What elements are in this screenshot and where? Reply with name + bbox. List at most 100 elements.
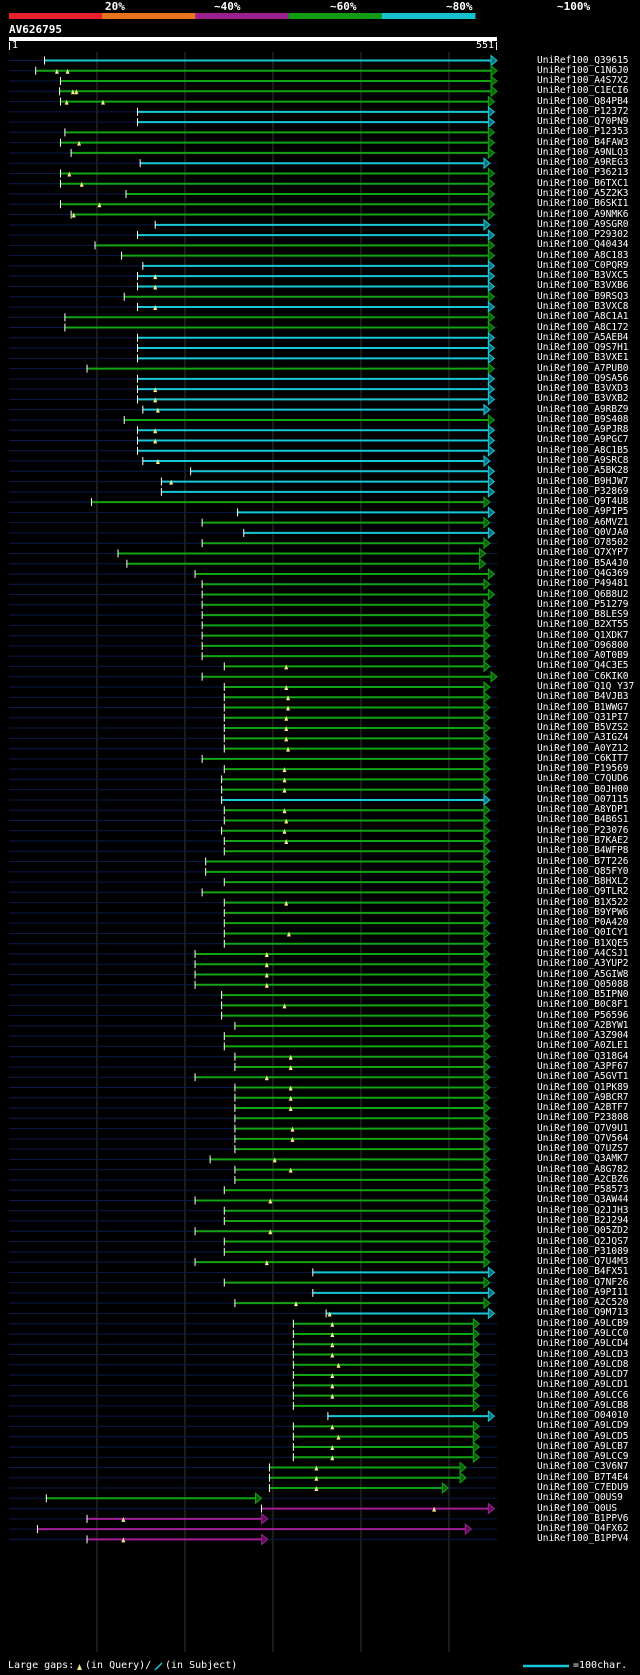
- subject-id-label[interactable]: UniRef100_A5GIW8: [537, 968, 629, 980]
- subject-id-label[interactable]: UniRef100_P19569: [537, 763, 629, 775]
- subject-id-label[interactable]: UniRef100_A8YDP1: [537, 804, 629, 816]
- subject-id-label[interactable]: UniRef100_Q6B8U2: [537, 588, 629, 600]
- subject-id-label[interactable]: UniRef100_B4WFP8: [537, 845, 629, 857]
- subject-id-label[interactable]: UniRef100_C1N6J0: [537, 64, 629, 76]
- subject-id-label[interactable]: UniRef100_A4S7X2: [537, 75, 629, 87]
- subject-id-label[interactable]: UniRef100_B6SKI1: [537, 198, 629, 210]
- subject-id-label[interactable]: UniRef100_Q39615: [537, 54, 629, 66]
- subject-id-label[interactable]: UniRef100_A9LCD9: [537, 1420, 629, 1432]
- subject-id-label[interactable]: UniRef100_P23808: [537, 1112, 629, 1124]
- subject-id-label[interactable]: UniRef100_B9YPW6: [537, 906, 629, 918]
- subject-id-label[interactable]: UniRef100_B1XQE5: [537, 937, 629, 949]
- subject-id-label[interactable]: UniRef100_Q9S7H1: [537, 342, 629, 354]
- subject-id-label[interactable]: UniRef100_Q4G369: [537, 568, 629, 579]
- subject-id-label[interactable]: UniRef100_A2CBZ6: [537, 1173, 629, 1185]
- subject-id-label[interactable]: UniRef100_A6MVZ1: [537, 516, 629, 528]
- subject-id-label[interactable]: UniRef100_B4FAW3: [537, 136, 629, 148]
- subject-id-label[interactable]: UniRef100_Q0VJA0: [537, 526, 629, 538]
- subject-id-label[interactable]: UniRef100_A9LCC0: [537, 1327, 629, 1339]
- subject-id-label[interactable]: UniRef100_B7T4E4: [537, 1471, 629, 1483]
- subject-id-label[interactable]: UniRef100_Q7V9U1: [537, 1122, 629, 1134]
- subject-id-label[interactable]: UniRef100_A0T0B9: [537, 650, 629, 662]
- subject-id-label[interactable]: UniRef100_C7EDU9: [537, 1482, 629, 1494]
- subject-id-label[interactable]: UniRef100_B4VJB3: [537, 691, 629, 703]
- subject-id-label[interactable]: UniRef100_A0ZLE1: [537, 1040, 629, 1052]
- subject-id-label[interactable]: UniRef100_A3Z904: [537, 1030, 629, 1042]
- subject-id-label[interactable]: UniRef100_P51279: [537, 598, 629, 610]
- subject-id-label[interactable]: UniRef100_B3VXC8: [537, 300, 629, 312]
- subject-id-label[interactable]: UniRef100_Q1XDK7: [537, 629, 629, 641]
- subject-id-label[interactable]: UniRef100_B4B6S1: [537, 814, 629, 826]
- subject-id-label[interactable]: UniRef100_B3VXD3: [537, 383, 629, 395]
- subject-id-label[interactable]: UniRef100_B3VXE1: [537, 352, 629, 364]
- subject-id-label[interactable]: UniRef100_B8HXL2: [537, 876, 629, 888]
- subject-id-label[interactable]: UniRef100_Q1Q Y37: [537, 680, 635, 692]
- subject-id-label[interactable]: UniRef100_Q7V564: [537, 1132, 629, 1144]
- subject-id-label[interactable]: UniRef100_B9S408: [537, 413, 629, 425]
- subject-id-label[interactable]: UniRef100_Q70PN9: [537, 116, 629, 128]
- subject-id-label[interactable]: UniRef100_A9RBZ9: [537, 403, 629, 415]
- subject-id-label[interactable]: UniRef100_A3IGZ4: [537, 732, 629, 744]
- subject-id-label[interactable]: UniRef100_A9LCD7: [537, 1369, 629, 1381]
- subject-id-label[interactable]: UniRef100_Q9M713: [537, 1307, 629, 1319]
- subject-id-label[interactable]: UniRef100_B1PPV4: [537, 1533, 629, 1545]
- subject-id-label[interactable]: UniRef100_P23076: [537, 824, 629, 836]
- subject-id-label[interactable]: UniRef100_B5IPN0: [537, 989, 629, 1001]
- subject-id-label[interactable]: UniRef100_A9PJR8: [537, 424, 629, 436]
- subject-id-label[interactable]: UniRef100_Q7UZS7: [537, 1143, 629, 1155]
- subject-id-label[interactable]: UniRef100_B1X522: [537, 896, 629, 908]
- subject-id-label[interactable]: UniRef100_C7QUD6: [537, 773, 629, 785]
- subject-id-label[interactable]: UniRef100_A9PI11: [537, 1286, 629, 1298]
- subject-id-label[interactable]: UniRef100_A2C520: [537, 1297, 629, 1309]
- subject-id-label[interactable]: UniRef100_A9LCB8: [537, 1399, 629, 1411]
- subject-id-label[interactable]: UniRef100_B8LES9: [537, 609, 629, 621]
- subject-id-label[interactable]: UniRef100_A5GVT1: [537, 1071, 629, 1083]
- subject-id-label[interactable]: UniRef100_Q40434: [537, 239, 629, 251]
- subject-id-label[interactable]: UniRef100_B1WWG7: [537, 701, 629, 713]
- subject-id-label[interactable]: UniRef100_O78502: [537, 537, 629, 549]
- subject-id-label[interactable]: UniRef100_Q7XYP7: [537, 547, 629, 559]
- subject-id-label[interactable]: UniRef100_A9NLQ3: [537, 146, 629, 158]
- subject-id-label[interactable]: UniRef100_B9HJW7: [537, 475, 629, 487]
- subject-id-label[interactable]: UniRef100_A8C183: [537, 249, 629, 261]
- subject-id-label[interactable]: UniRef100_A2BYW1: [537, 1019, 629, 1031]
- subject-id-label[interactable]: UniRef100_B2J294: [537, 1215, 629, 1226]
- subject-id-label[interactable]: UniRef100_B0C8F1: [537, 999, 629, 1011]
- subject-id-label[interactable]: UniRef100_Q0ICY1: [537, 927, 629, 939]
- subject-id-label[interactable]: UniRef100_A9SRC8: [537, 455, 629, 467]
- subject-id-label[interactable]: UniRef100_P29302: [537, 229, 629, 241]
- subject-id-label[interactable]: UniRef100_P31089: [537, 1245, 629, 1257]
- subject-id-label[interactable]: UniRef100_A9NMK6: [537, 208, 629, 220]
- subject-id-label[interactable]: UniRef100_A2BTF7: [537, 1102, 629, 1114]
- subject-id-label[interactable]: UniRef100_A5Z2K3: [537, 188, 629, 199]
- subject-id-label[interactable]: UniRef100_O07115: [537, 793, 629, 805]
- subject-id-label[interactable]: UniRef100_P56596: [537, 1009, 629, 1021]
- subject-id-label[interactable]: UniRef100_Q1PK89: [537, 1081, 629, 1093]
- subject-id-label[interactable]: UniRef100_B6TXC1: [537, 177, 629, 189]
- subject-id-label[interactable]: UniRef100_Q7U4M3: [537, 1256, 629, 1268]
- subject-id-label[interactable]: UniRef100_A7PUB0: [537, 362, 629, 374]
- subject-id-label[interactable]: UniRef100_A9PIP5: [537, 506, 629, 518]
- subject-id-label[interactable]: UniRef100_Q85FY0: [537, 865, 629, 877]
- subject-id-label[interactable]: UniRef100_Q31PI7: [537, 711, 629, 723]
- subject-id-label[interactable]: UniRef100_O96800: [537, 639, 629, 651]
- subject-id-label[interactable]: UniRef100_A8C1A1: [537, 311, 629, 323]
- subject-id-label[interactable]: UniRef100_Q318G4: [537, 1050, 629, 1062]
- subject-id-label[interactable]: UniRef100_B5VZS2: [537, 722, 629, 734]
- subject-id-label[interactable]: UniRef100_C0PQR9: [537, 259, 629, 271]
- subject-id-label[interactable]: UniRef100_A9REG3: [537, 157, 629, 169]
- subject-id-label[interactable]: UniRef100_A8G782: [537, 1163, 629, 1175]
- subject-id-label[interactable]: UniRef100_A9LCC6: [537, 1389, 629, 1401]
- subject-id-label[interactable]: UniRef100_Q3AW44: [537, 1194, 629, 1206]
- subject-id-label[interactable]: UniRef100_A9BCR7: [537, 1091, 629, 1103]
- subject-id-label[interactable]: UniRef100_C3V6N7: [537, 1461, 629, 1473]
- subject-id-label[interactable]: UniRef100_P12372: [537, 105, 629, 117]
- subject-id-label[interactable]: UniRef100_A9LCD5: [537, 1430, 629, 1442]
- subject-id-label[interactable]: UniRef100_Q4FX62: [537, 1523, 629, 1535]
- subject-id-label[interactable]: UniRef100_B5A4J0: [537, 557, 629, 569]
- subject-id-label[interactable]: UniRef100_A9LCB7: [537, 1440, 629, 1452]
- subject-id-label[interactable]: UniRef100_Q3AMK7: [537, 1153, 629, 1165]
- subject-id-label[interactable]: UniRef100_Q84PB4: [537, 95, 629, 107]
- subject-id-label[interactable]: UniRef100_A9LCB9: [537, 1317, 629, 1329]
- subject-id-label[interactable]: UniRef100_A8C172: [537, 321, 629, 333]
